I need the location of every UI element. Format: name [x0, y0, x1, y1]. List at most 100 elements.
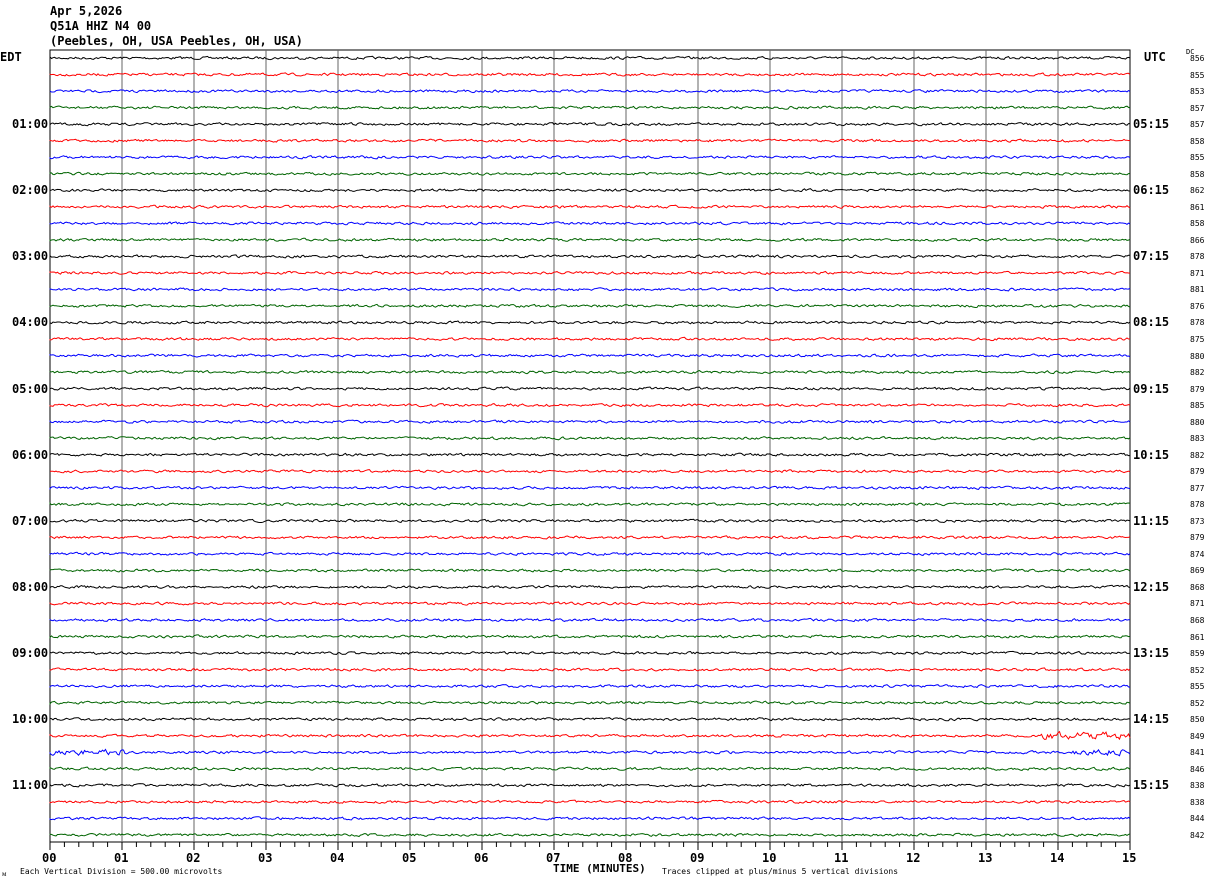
edt-time-label: 04:00 — [12, 315, 49, 330]
dc-value: 855 — [1190, 153, 1205, 163]
trace-26 — [49, 485, 1131, 490]
trace-15 — [49, 303, 1131, 309]
trace-10 — [49, 221, 1131, 226]
trace-29 — [49, 535, 1131, 540]
utc-axis-title: UTC — [1144, 50, 1166, 64]
trace-31 — [49, 568, 1131, 573]
trace-35 — [49, 634, 1131, 639]
station-label: Q51A HHZ N4 00 — [50, 19, 152, 33]
edt-time-label: 11:00 — [12, 778, 49, 793]
dc-value: 858 — [1190, 219, 1205, 229]
dc-value: 879 — [1190, 533, 1205, 543]
edt-time-label: 07:00 — [12, 513, 49, 528]
trace-38 — [49, 683, 1131, 689]
dc-value: 880 — [1190, 351, 1205, 361]
x-tick-label: 00 — [42, 851, 57, 865]
dc-value: 878 — [1190, 318, 1205, 328]
dc-value: 838 — [1190, 797, 1205, 807]
trace-0 — [49, 55, 1131, 61]
trace-30 — [49, 551, 1131, 556]
trace-13 — [49, 270, 1131, 275]
trace-36 — [49, 650, 1131, 656]
trace-46 — [49, 816, 1131, 821]
trace-22 — [49, 419, 1131, 424]
dc-value: 879 — [1190, 467, 1205, 477]
utc-time-label: 06:15 — [1133, 183, 1170, 198]
dc-value: 876 — [1190, 301, 1205, 311]
trace-23 — [49, 436, 1131, 441]
trace-41 — [49, 730, 1131, 741]
x-tick-label: 05 — [402, 851, 417, 865]
utc-time-label: 07:15 — [1133, 249, 1170, 264]
utc-time-label: 13:15 — [1133, 646, 1170, 661]
edt-time-label: 09:00 — [12, 646, 49, 661]
dc-value: 882 — [1190, 368, 1205, 378]
dc-value: 873 — [1190, 516, 1205, 526]
dc-value: 842 — [1190, 830, 1205, 840]
trace-21 — [49, 403, 1131, 408]
dc-value: 838 — [1190, 781, 1205, 791]
trace-9 — [49, 204, 1131, 209]
trace-24 — [49, 452, 1130, 457]
date-label: Apr 5,2026 — [50, 4, 123, 18]
utc-time-label: 09:15 — [1133, 381, 1170, 396]
dc-value: 866 — [1190, 235, 1205, 245]
dc-value: 885 — [1190, 401, 1205, 411]
x-tick-label: 06 — [474, 851, 489, 865]
trace-8 — [49, 188, 1131, 193]
trace-2 — [49, 89, 1131, 94]
x-tick-label: 13 — [978, 851, 993, 865]
trace-28 — [49, 518, 1131, 524]
dc-value: 857 — [1190, 103, 1205, 113]
dc-value: 868 — [1190, 616, 1205, 626]
dc-value: 878 — [1190, 252, 1205, 262]
edt-axis-title: EDT — [0, 50, 22, 64]
trace-5 — [49, 138, 1131, 143]
trace-34 — [49, 617, 1131, 623]
trace-12 — [49, 254, 1130, 259]
edt-time-label: 08:00 — [12, 579, 49, 594]
corner-mark: ᴍ — [2, 870, 7, 878]
dc-value: 861 — [1190, 202, 1205, 212]
x-axis-title: TIME (MINUTES) — [553, 862, 646, 875]
utc-time-label: 15:15 — [1133, 778, 1170, 793]
trace-32 — [49, 584, 1131, 590]
trace-40 — [49, 717, 1131, 722]
dc-value: 874 — [1190, 549, 1205, 559]
x-tick-label: 14 — [1050, 851, 1065, 865]
edt-time-label: 03:00 — [12, 249, 49, 264]
x-tick-label: 11 — [834, 851, 849, 865]
utc-time-label: 12:15 — [1133, 579, 1170, 594]
trace-16 — [49, 320, 1131, 325]
x-tick-label: 01 — [114, 851, 129, 865]
x-tick-label: 03 — [258, 851, 273, 865]
dc-value: 869 — [1190, 566, 1205, 576]
dc-value: 857 — [1190, 120, 1205, 130]
dc-value: 859 — [1190, 649, 1205, 659]
dc-value: 852 — [1190, 665, 1205, 675]
trace-14 — [49, 287, 1131, 292]
x-tick-label: 09 — [690, 851, 705, 865]
trace-33 — [49, 601, 1131, 606]
dc-title: DC — [1186, 48, 1195, 56]
edt-time-label: 05:00 — [12, 381, 49, 396]
dc-value: 855 — [1190, 70, 1205, 80]
trace-20 — [49, 386, 1131, 391]
x-tick-label: 02 — [186, 851, 201, 865]
trace-25 — [50, 469, 1131, 474]
utc-time-label: 11:15 — [1133, 513, 1170, 528]
plot-frame — [49, 49, 1131, 843]
trace-47 — [49, 832, 1131, 838]
dc-value: 877 — [1190, 483, 1205, 493]
trace-19 — [49, 369, 1131, 375]
dc-value: 871 — [1190, 268, 1205, 278]
dc-value: 880 — [1190, 417, 1205, 427]
dc-value: 856 — [1190, 54, 1205, 63]
trace-7 — [49, 171, 1131, 176]
trace-18 — [49, 353, 1131, 358]
dc-value: 883 — [1190, 434, 1205, 444]
utc-time-label: 05:15 — [1133, 117, 1170, 132]
dc-value: 852 — [1190, 698, 1205, 708]
x-tick-label: 15 — [1122, 851, 1137, 865]
